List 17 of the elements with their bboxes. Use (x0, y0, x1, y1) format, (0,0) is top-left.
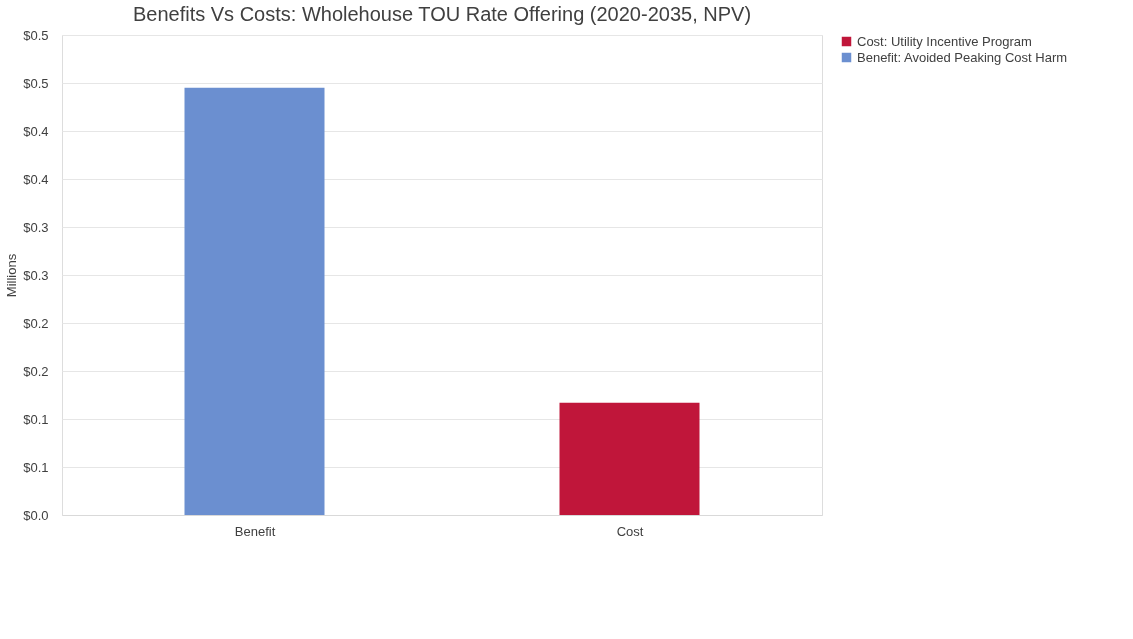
y-tick-label: $0.0 (23, 507, 49, 523)
y-axis-title: Millions (4, 253, 20, 298)
legend-label: Benefit: Avoided Peaking Cost Harm (857, 49, 1068, 65)
y-tick-label: $0.2 (23, 363, 49, 379)
y-tick-label: $0.4 (23, 123, 49, 139)
y-tick-label: $0.1 (23, 411, 49, 427)
chart-title: Benefits Vs Costs: Wholehouse TOU Rate Offering (2020-2035, NPV) (132, 3, 752, 25)
y-tick-label: $0.3 (23, 219, 49, 235)
y-tick-label: $0.1 (23, 459, 49, 475)
y-tick-label: $0.5 (23, 75, 49, 91)
legend-label: Cost: Utility Incentive Program (857, 33, 1032, 49)
y-tick-label: $0.2 (23, 315, 49, 331)
x-tick-label: Cost (616, 523, 644, 539)
y-tick-label: $0.5 (23, 27, 49, 43)
x-tick-label: Benefit (234, 523, 276, 539)
y-tick-label: $0.4 (23, 171, 49, 187)
y-tick-label: $0.3 (23, 267, 49, 283)
